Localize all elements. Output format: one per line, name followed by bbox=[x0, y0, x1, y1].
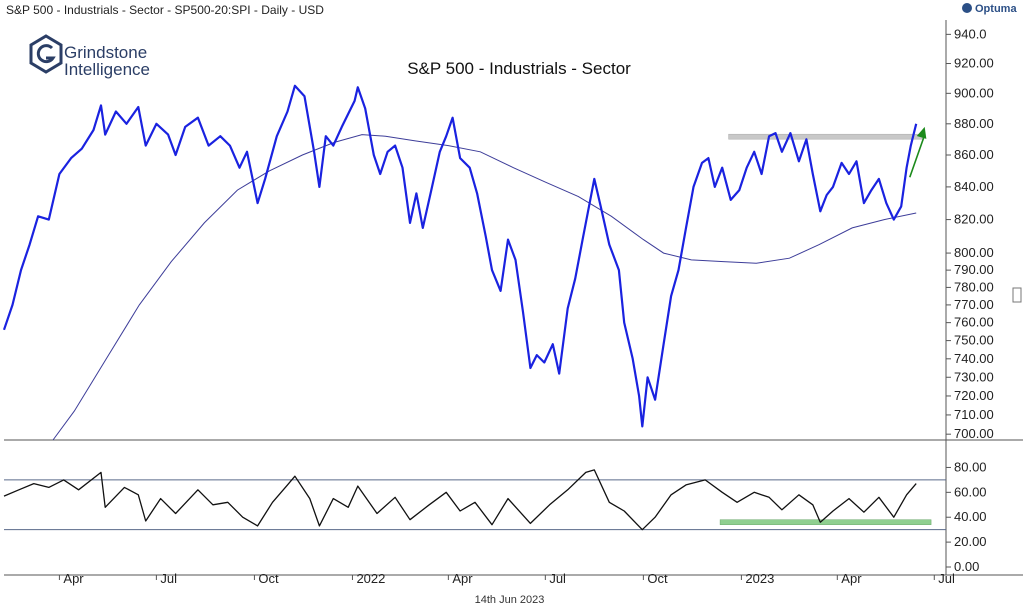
annotations bbox=[719, 126, 932, 525]
axis-scroll-handle bbox=[1012, 287, 1022, 303]
footer-date: 14th Jun 2023 bbox=[0, 594, 1023, 606]
y-tick-label: 750.00 bbox=[954, 333, 994, 348]
y-tick-label: 730.00 bbox=[954, 369, 994, 384]
support-band bbox=[719, 519, 932, 525]
x-tick-label: Apr bbox=[63, 571, 84, 586]
y-tick-label: 720.00 bbox=[954, 388, 994, 403]
logo-line-2: Intelligence bbox=[64, 60, 151, 79]
rsi-y-axis: 0.00 20.00 40.00 60.00 80.00 bbox=[946, 459, 987, 574]
x-tick-label: Jul bbox=[938, 571, 955, 586]
y-tick-label: 940.0 bbox=[954, 26, 987, 41]
y-tick-label: 860.00 bbox=[954, 147, 994, 162]
chart-title: S&P 500 - Industrials - Sector bbox=[407, 59, 631, 78]
price-line bbox=[2, 84, 918, 428]
y-tick-label: 740.00 bbox=[954, 351, 994, 366]
rsi-tick-label: 60.00 bbox=[954, 484, 987, 499]
brand-label: Optuma bbox=[962, 3, 1017, 15]
rsi-line bbox=[3, 469, 917, 531]
y-tick-label: 780.00 bbox=[954, 279, 994, 294]
x-tick-label: Oct bbox=[258, 571, 279, 586]
y-tick-label: 820.00 bbox=[954, 212, 994, 227]
logo-text: Grindstone Intelligence bbox=[64, 44, 150, 78]
moving-average-line bbox=[52, 134, 917, 441]
y-tick-label: 840.00 bbox=[954, 179, 994, 194]
rsi-panel bbox=[4, 479, 946, 531]
price-panel bbox=[4, 20, 1023, 576]
chart-caption: S&P 500 - Industrials - Sector - SP500-2… bbox=[6, 3, 324, 17]
x-tick-label: Jul bbox=[160, 571, 177, 586]
logo-line-1: Grindstone bbox=[64, 43, 148, 62]
x-tick-label: Apr bbox=[452, 571, 473, 586]
series-layer bbox=[2, 84, 918, 531]
x-tick-label: Jul bbox=[549, 571, 566, 586]
rsi-tick-label: 80.00 bbox=[954, 459, 987, 474]
y-tick-label: 880.00 bbox=[954, 116, 994, 131]
x-tick-label: Oct bbox=[647, 571, 668, 586]
logo-mark-icon bbox=[29, 34, 63, 74]
rsi-tick-label: 40.00 bbox=[954, 509, 987, 524]
y-tick-label: 800.00 bbox=[954, 245, 994, 260]
brand-text: Optuma bbox=[975, 3, 1017, 15]
y-tick-label: 900.00 bbox=[954, 85, 994, 100]
rsi-tick-label: 0.00 bbox=[954, 559, 979, 574]
x-tick-label: Apr bbox=[841, 571, 862, 586]
y-tick-label: 790.00 bbox=[954, 262, 994, 277]
y-tick-label: 760.00 bbox=[954, 315, 994, 330]
price-y-axis: 700.00 710.00 720.00 730.00 740.00 750.00 760.… bbox=[946, 26, 1022, 441]
y-tick-label: 920.00 bbox=[954, 56, 994, 71]
footer-date-text: 14th Jun 2023 bbox=[474, 594, 545, 606]
rsi-tick-label: 20.00 bbox=[954, 534, 987, 549]
x-axis: Apr Jul Oct 2022 Apr Jul Oct 2023 Apr Jul bbox=[58, 571, 955, 586]
optuma-logo-icon bbox=[962, 3, 972, 13]
y-tick-label: 710.00 bbox=[954, 407, 994, 422]
y-tick-label: 700.00 bbox=[954, 426, 994, 441]
y-tick-label: 770.00 bbox=[954, 297, 994, 312]
trend-arrow bbox=[909, 134, 926, 178]
arrow-head-icon bbox=[916, 126, 927, 139]
x-tick-label: 2022 bbox=[356, 571, 385, 586]
x-tick-label: 2023 bbox=[745, 571, 774, 586]
resistance-band bbox=[728, 133, 923, 140]
